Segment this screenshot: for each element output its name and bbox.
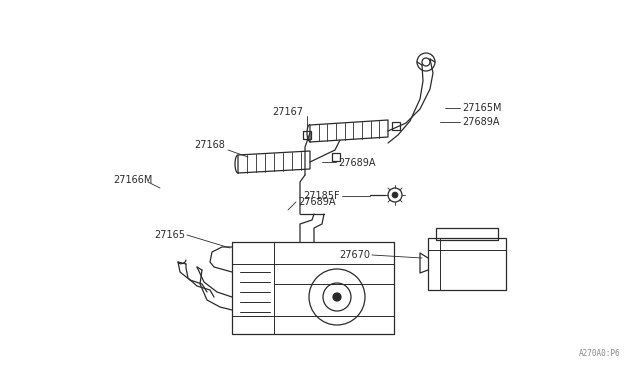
Bar [332, 153, 340, 161]
Text: 27166M: 27166M [113, 175, 152, 185]
Text: 27689A: 27689A [338, 158, 376, 168]
Text: 27689A: 27689A [298, 197, 335, 207]
Text: 27670: 27670 [339, 250, 370, 260]
Text: 27165: 27165 [154, 230, 185, 240]
Text: 27167: 27167 [272, 107, 303, 117]
Text: 27165M: 27165M [462, 103, 502, 113]
Bar [436, 228, 498, 240]
Text: 27689A: 27689A [462, 117, 499, 127]
Bar [428, 238, 506, 290]
Circle shape [392, 192, 398, 198]
Text: 27185F: 27185F [303, 191, 340, 201]
Text: A270A0:P6: A270A0:P6 [579, 349, 620, 358]
Text: 27168: 27168 [194, 140, 225, 150]
Circle shape [333, 293, 341, 301]
Bar [392, 122, 400, 130]
Bar [303, 131, 311, 139]
